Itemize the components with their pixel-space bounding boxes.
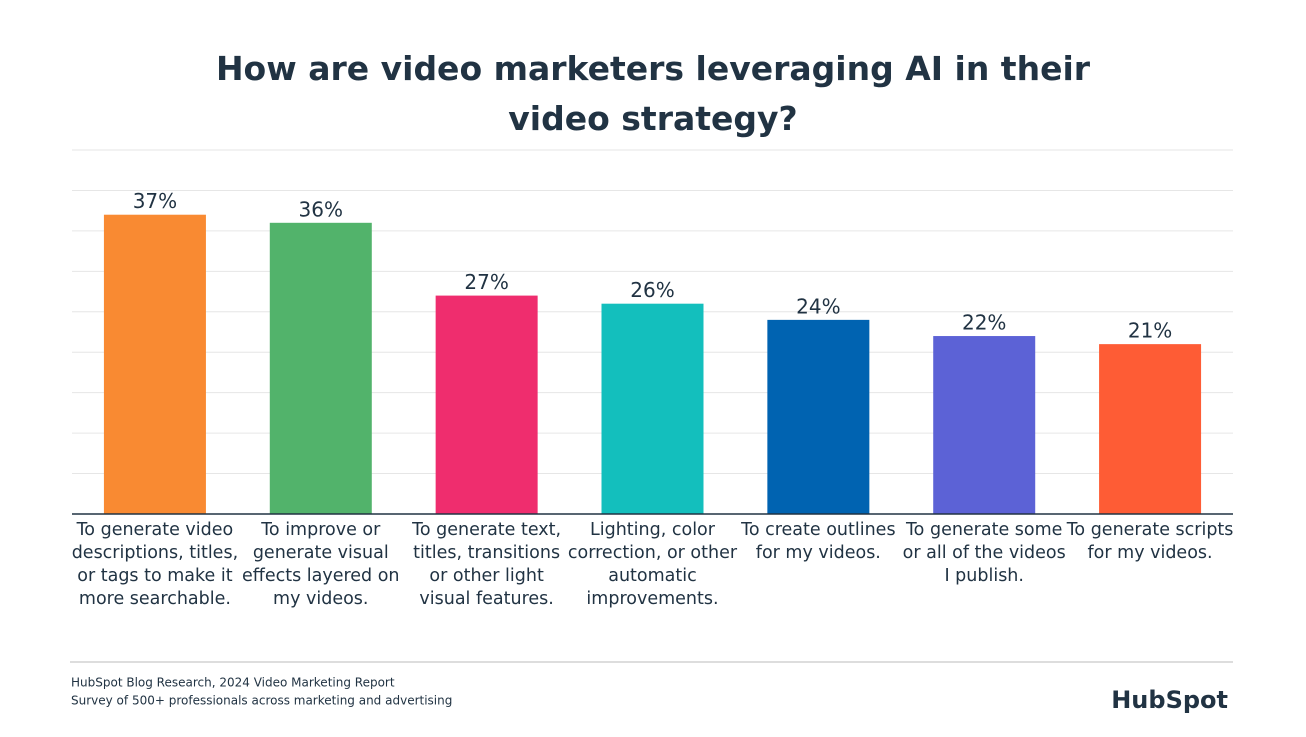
bar [933, 336, 1036, 514]
bar [269, 222, 372, 515]
logo: HubSpot [1111, 686, 1228, 714]
value-label: 22% [962, 311, 1006, 335]
value-label: 36% [299, 197, 343, 221]
x-tick-label: To improve or generate visual effects la… [242, 520, 400, 609]
bar [767, 319, 870, 514]
source-note: Survey of 500+ professionals across mark… [71, 694, 452, 708]
x-tick-label: Lighting, color correction, or other aut… [567, 520, 738, 609]
chart-title: How are video marketers leveraging AI in… [215, 49, 1091, 138]
bar [601, 303, 704, 514]
bar [103, 214, 206, 514]
value-label: 27% [464, 270, 508, 294]
bar [435, 295, 538, 514]
source-note: HubSpot Blog Research, 2024 Video Market… [71, 676, 395, 690]
x-tick-label: To generate some or all of the videos I … [902, 520, 1066, 586]
x-tick-label: To create outlines for my videos. [741, 520, 896, 563]
value-label: 26% [630, 278, 674, 302]
value-label: 37% [133, 189, 177, 213]
value-label: 24% [796, 294, 840, 318]
bar [1099, 344, 1202, 514]
x-tick-label: To generate scripts for my videos. [1066, 520, 1234, 563]
x-tick-label: To generate text, titles, transitions or… [412, 520, 562, 609]
x-tick-label: To generate video descriptions, titles, … [71, 520, 239, 609]
value-label: 21% [1128, 319, 1172, 343]
